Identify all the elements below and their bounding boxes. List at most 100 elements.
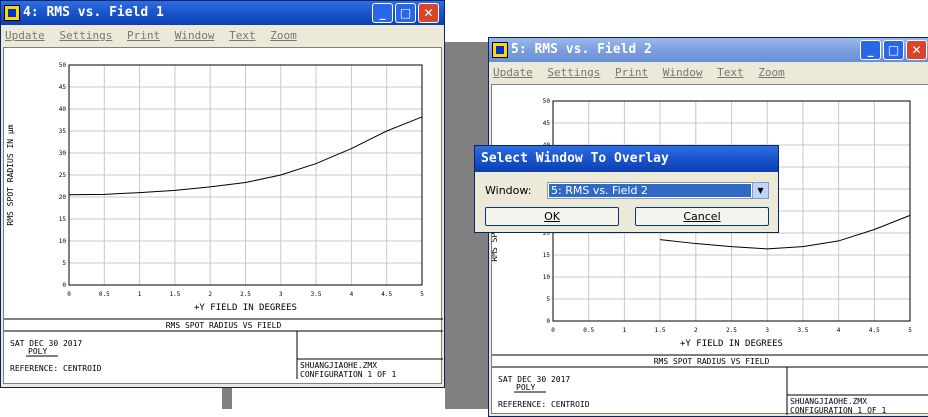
y-tick-label: 50 [543,98,551,105]
x-tick-label: 3.5 [311,291,322,298]
menu-print[interactable]: Print [126,29,161,42]
chevron-down-icon[interactable]: ▼ [752,183,768,198]
menu-print[interactable]: Print [614,66,649,79]
y-tick-label: 0 [62,282,66,289]
close-button[interactable]: ✕ [906,40,927,60]
y-tick-label: 40 [59,106,67,113]
ok-label: OK [544,210,560,223]
x-tick-label: 0 [67,291,71,298]
menu-update[interactable]: Update [5,29,45,42]
x-tick-label: 4 [350,291,354,298]
footer-date: SAT DEC 30 2017 [498,375,570,384]
x-tick-label: 4.5 [381,291,392,298]
rms-field-window-1[interactable]: 4: RMS vs. Field 1 _ □ ✕ Update Settings… [0,0,445,388]
x-axis-label: +Y FIELD IN DEGREES [194,303,297,313]
y-tick-label: 20 [59,194,67,201]
x-tick-label: 0.5 [583,327,594,334]
plot-frame [68,64,423,286]
x-tick-label: 4 [837,327,841,334]
dialog-titlebar[interactable]: Select Window To Overlay [475,146,778,172]
rms-chart-1: 0 0.5 1 1.5 2 2.5 3 3.5 4 4.5 50510152025303540455… [4,62,443,379]
menu-bar: Update Settings Print Window Text Zoom [489,63,928,83]
y-tick-label: 0 [546,318,550,325]
menu-bar: Update Settings Print Window Text Zoom [1,26,444,46]
x-tick-label: 1 [623,327,627,334]
menu-window[interactable]: Window [662,66,703,79]
menu-settings[interactable]: Settings [547,66,601,79]
minimize-button[interactable]: _ [860,40,881,60]
x-tick-label: 3 [279,291,283,298]
x-tick-label: 1 [138,291,142,298]
x-tick-label: 2.5 [726,327,737,334]
y-tick-label: 15 [59,216,67,223]
plot-area: 00.511.522.533.544.550510152025303540455… [491,84,928,415]
y-tick-label: 50 [59,62,67,69]
footer-caption: RMS SPOT RADIUS VS FIELD [166,321,282,330]
cancel-label: Cancel [683,210,721,223]
footer-reference: REFERENCE: CENTROID [10,364,102,373]
y-tick-label: 5 [62,260,66,267]
menu-zoom[interactable]: Zoom [758,66,785,79]
y-tick-label: 10 [59,238,67,245]
window-select[interactable]: 5: RMS vs. Field 2 ▼ [547,182,769,199]
footer-configuration: CONFIGURATION 1 OF 1 [790,406,887,415]
maximize-button[interactable]: □ [883,40,904,60]
footer-filename: SHUANGJIAOHE.ZMX [300,361,377,370]
ok-button[interactable]: OK [485,207,619,226]
x-tick-label: 0.5 [99,291,110,298]
x-tick-label: 0 [551,327,555,334]
window-select-value: 5: RMS vs. Field 2 [549,184,751,197]
cancel-button[interactable]: Cancel [635,207,769,226]
desktop-background [222,388,232,409]
menu-text[interactable]: Text [229,29,256,42]
x-tick-label: 2.5 [240,291,251,298]
rms-series-line [660,214,911,250]
window-title: 5: RMS vs. Field 2 [511,42,652,57]
x-tick-label: 5 [908,327,912,334]
x-tick-label: 3.5 [797,327,808,334]
rms-series-line [68,116,423,196]
window-label: Window: [485,184,532,197]
menu-settings[interactable]: Settings [59,29,113,42]
y-tick-label: 10 [543,274,551,281]
maximize-button[interactable]: □ [395,3,416,23]
window-2-titlebar[interactable]: 5: RMS vs. Field 2 _ □ ✕ [489,38,928,62]
x-tick-label: 5 [420,291,424,298]
close-button[interactable]: ✕ [418,3,439,23]
x-tick-label: 2 [694,327,698,334]
y-tick-label: 25 [59,172,67,179]
minimize-button[interactable]: _ [372,3,393,23]
y-tick-label: 15 [543,252,551,259]
footer-filename: SHUANGJIAOHE.ZMX [790,397,867,406]
y-tick-label: 35 [59,128,67,135]
menu-update[interactable]: Update [493,66,533,79]
x-axis-label: +Y FIELD IN DEGREES [680,339,783,349]
window-1-titlebar[interactable]: 4: RMS vs. Field 1 _ □ ✕ [1,1,444,25]
app-icon [492,42,508,58]
y-tick-label: 30 [59,150,67,157]
footer-caption: RMS SPOT RADIUS VS FIELD [654,357,770,366]
app-icon [4,5,20,21]
y-tick-label: 45 [59,84,67,91]
footer-configuration: CONFIGURATION 1 OF 1 [300,370,397,379]
x-tick-label: 4.5 [869,327,880,334]
menu-window[interactable]: Window [174,29,215,42]
footer-reference: REFERENCE: CENTROID [498,400,590,409]
menu-zoom[interactable]: Zoom [270,29,297,42]
x-tick-label: 3 [765,327,769,334]
footer-mode: POLY [28,347,47,356]
dialog-title: Select Window To Overlay [481,151,669,166]
rms-chart-2: 00.511.522.533.544.550510152025303540455… [492,98,928,415]
chart-grid [68,64,423,286]
y-tick-label: 45 [543,120,551,127]
x-tick-label: 1.5 [169,291,180,298]
x-tick-label: 2 [208,291,212,298]
y-tick-label: 20 [543,230,551,237]
y-tick-label: 5 [546,296,550,303]
x-tick-label: 1.5 [655,327,666,334]
menu-text[interactable]: Text [717,66,744,79]
select-window-dialog[interactable]: Select Window To Overlay Window: 5: RMS … [474,145,779,233]
footer-date: SAT DEC 30 2017 [10,339,82,348]
footer-mode: POLY [516,383,535,392]
